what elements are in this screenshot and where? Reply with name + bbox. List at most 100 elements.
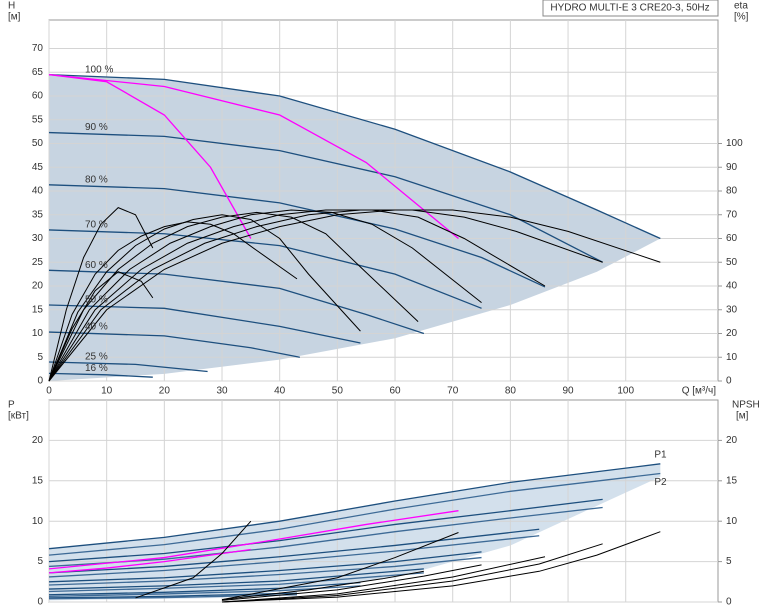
y2-tick-label: 80 — [726, 186, 738, 197]
operating-range — [49, 74, 661, 381]
y-tick-label: 20 — [32, 281, 44, 292]
y-tick-label: 25 — [32, 257, 44, 268]
curve-label: 16 % — [85, 363, 108, 374]
curve — [48, 556, 482, 586]
y-tick-label: 5 — [37, 352, 43, 363]
curve — [48, 209, 482, 382]
chart-title: HYDRO MULTI-E 3 CRE20-3, 50Hz — [550, 3, 709, 14]
curve — [48, 535, 540, 578]
curve — [48, 73, 459, 240]
x-tick-label: 40 — [274, 386, 286, 397]
x-axis-label: Q [м³/ч] — [682, 386, 717, 397]
y2-tick-label: 30 — [726, 304, 738, 315]
y2-tick-label: 100 — [726, 138, 743, 149]
y-tick-label: 45 — [32, 162, 44, 173]
x-tick-label: 80 — [505, 386, 517, 397]
y-tick-label: 70 — [32, 43, 44, 54]
curve — [48, 211, 419, 382]
y-tick-label: 0 — [37, 597, 43, 608]
y-tick-label: 30 — [32, 233, 44, 244]
curve-label: 80 % — [85, 174, 108, 185]
curve — [48, 331, 300, 358]
x-tick-label: 100 — [617, 386, 634, 397]
curve — [135, 520, 252, 599]
y-tick-label: 15 — [32, 475, 44, 486]
curve — [48, 73, 661, 240]
y2-tick-label: 10 — [726, 516, 738, 527]
curve — [221, 570, 424, 601]
y-tick-label: 15 — [32, 304, 44, 315]
x-tick-label: 10 — [101, 386, 113, 397]
curve — [48, 581, 361, 596]
y-tick-label: 5 — [37, 556, 43, 567]
curve — [48, 472, 661, 556]
y2-tick-label: 20 — [726, 328, 738, 339]
curve — [48, 209, 546, 382]
y2-tick-label: 5 — [726, 556, 732, 567]
y2-axis-unit: [м] — [736, 411, 749, 422]
y2-tick-label: 0 — [726, 597, 732, 608]
y-tick-label: 60 — [32, 91, 44, 102]
y-tick-label: 50 — [32, 138, 44, 149]
y-tick-label: 10 — [32, 516, 44, 527]
curve — [48, 372, 153, 378]
y2-axis-label: eta — [734, 1, 748, 12]
text-layer: HYDRO MULTI-E 3 CRE20-3, 50Hz H [м] eta … — [8, 0, 760, 608]
curve — [48, 229, 482, 309]
y-axis-unit: [м] — [8, 12, 21, 23]
curve — [48, 209, 661, 382]
curve — [221, 564, 482, 601]
curve-label: 90 % — [85, 122, 108, 133]
shade-layer — [49, 74, 661, 601]
y-axis-label: H — [8, 1, 15, 12]
x-tick-label: 30 — [216, 386, 228, 397]
curve — [48, 73, 252, 239]
curve — [48, 214, 361, 382]
curve — [48, 568, 424, 590]
y-tick-label: 65 — [32, 67, 44, 78]
operating-range — [49, 463, 661, 601]
curve — [48, 304, 361, 344]
curve — [221, 532, 459, 601]
curve — [48, 528, 540, 574]
title-box — [542, 0, 719, 17]
y-tick-label: 35 — [32, 209, 44, 220]
curve — [48, 498, 603, 563]
y2-axis-label: NPSH — [732, 400, 760, 411]
y-tick-label: 0 — [37, 376, 43, 387]
y-axis-label: P — [8, 400, 15, 411]
curve — [48, 221, 298, 382]
y2-tick-label: 70 — [726, 209, 738, 220]
curve-label: 40 % — [85, 322, 108, 333]
y2-tick-label: 10 — [726, 352, 738, 363]
y-tick-label: 55 — [32, 114, 44, 125]
y-tick-label: 20 — [32, 435, 44, 446]
legend-label: P1 — [654, 449, 667, 460]
curve — [48, 271, 154, 382]
y2-tick-label: 60 — [726, 233, 738, 244]
curve-label: 50 % — [85, 295, 108, 306]
x-tick-label: 60 — [389, 386, 401, 397]
curve — [48, 131, 603, 263]
lines-layer — [48, 73, 661, 603]
y-axis-unit: [кВт] — [8, 411, 29, 422]
curve — [48, 463, 661, 550]
curve-label: 100 % — [85, 64, 113, 75]
x-tick-label: 20 — [159, 386, 171, 397]
y2-tick-label: 50 — [726, 257, 738, 268]
curve — [48, 548, 251, 574]
grid-layer — [48, 19, 722, 603]
y2-tick-label: 90 — [726, 162, 738, 173]
x-tick-label: 0 — [46, 386, 52, 397]
curve — [48, 572, 424, 593]
curve — [48, 207, 154, 382]
curve — [48, 361, 208, 373]
curve — [221, 543, 603, 603]
curve-label: 70 % — [85, 220, 108, 231]
y-tick-label: 40 — [32, 186, 44, 197]
curve — [221, 556, 546, 603]
x-tick-label: 50 — [332, 386, 344, 397]
x-tick-label: 70 — [447, 386, 459, 397]
y2-tick-label: 40 — [726, 281, 738, 292]
